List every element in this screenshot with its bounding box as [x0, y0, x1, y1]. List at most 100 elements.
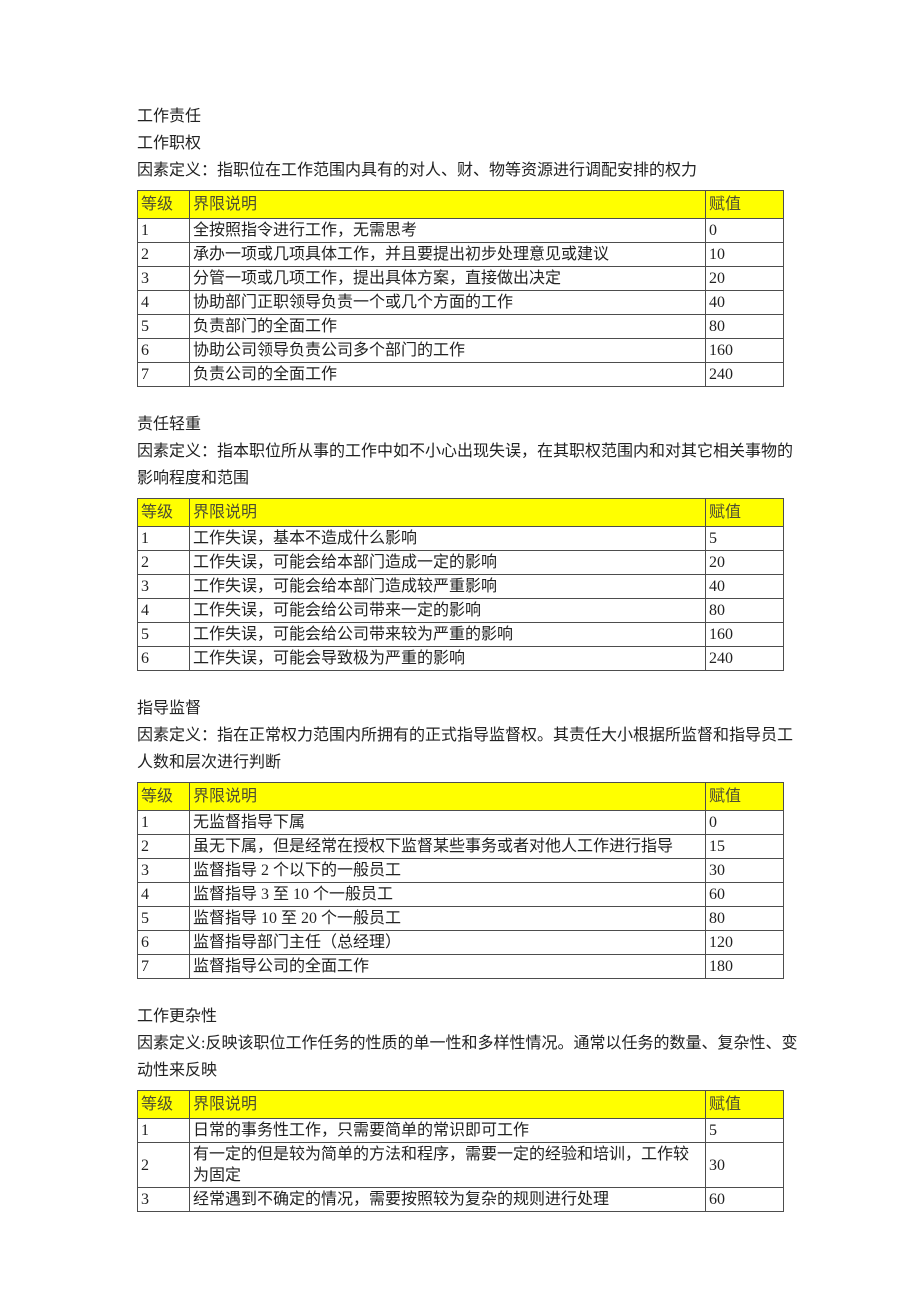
value-cell: 0 [705, 810, 784, 835]
description-cell: 全按照指令进行工作，无需思考 [189, 218, 706, 243]
table-row: 4 监督指导 3 至 10 个一般员工 60 [137, 882, 784, 907]
table-row: 2 虽无下属，但是经常在授权下监督某些事务或者对他人工作进行指导 15 [137, 834, 784, 859]
table-row: 3 分管一项或几项工作，提出具体方案，直接做出决定 20 [137, 266, 784, 291]
description-cell: 工作失误，可能会给公司带来一定的影响 [189, 598, 706, 623]
description-cell: 监督指导 10 至 20 个一般员工 [189, 906, 706, 931]
level-cell: 2 [137, 242, 190, 267]
table-row: 4 工作失误，可能会给公司带来一定的影响 80 [137, 598, 784, 623]
factor-definition-line: 影响程度和范围 [137, 470, 250, 487]
level-cell: 1 [137, 810, 190, 835]
level-cell: 2 [137, 1142, 190, 1188]
table-row: 1 日常的事务性工作，只需要简单的常识即可工作 5 [137, 1118, 784, 1143]
header-cell-description: 界限说明 [189, 782, 706, 811]
header-cell-description: 界限说明 [189, 498, 706, 527]
description-cell: 协助公司领导负责公司多个部门的工作 [189, 338, 706, 363]
description-cell: 负责公司的全面工作 [189, 362, 706, 387]
description-cell: 负责部门的全面工作 [189, 314, 706, 339]
factor-definition-line: 因素定义：指职位在工作范围内具有的对人、财、物等资源进行调配安排的权力 [137, 162, 698, 179]
section-heading: 工作职权 [137, 135, 202, 152]
value-cell: 240 [705, 362, 784, 387]
value-cell: 120 [705, 930, 784, 955]
level-cell: 6 [137, 338, 190, 363]
table-row: 1 工作失误，基本不造成什么影响 5 [137, 526, 784, 551]
table-row: 5 监督指导 10 至 20 个一般员工 80 [137, 906, 784, 931]
value-cell: 240 [705, 646, 784, 671]
table-row: 6 监督指导部门主任（总经理） 120 [137, 930, 784, 955]
table-row: 3 监督指导 2 个以下的一般员工 30 [137, 858, 784, 883]
section-heading: 工作更杂性 [137, 1008, 218, 1025]
table-row: 6 协助公司领导负责公司多个部门的工作 160 [137, 338, 784, 363]
description-cell: 协助部门正职领导负责一个或几个方面的工作 [189, 290, 706, 315]
section-heading: 指导监督 [137, 700, 202, 717]
description-cell: 无监督指导下属 [189, 810, 706, 835]
table-row: 5 负责部门的全面工作 80 [137, 314, 784, 339]
value-cell: 15 [705, 834, 784, 859]
level-cell: 1 [137, 1118, 190, 1143]
level-cell: 6 [137, 930, 190, 955]
level-cell: 2 [137, 550, 190, 575]
level-cell: 6 [137, 646, 190, 671]
description-cell: 工作失误，基本不造成什么影响 [189, 526, 706, 551]
level-cell: 2 [137, 834, 190, 859]
table-row: 1 全按照指令进行工作，无需思考 0 [137, 218, 784, 243]
level-cell: 3 [137, 574, 190, 599]
description-cell: 日常的事务性工作，只需要简单的常识即可工作 [189, 1118, 706, 1143]
header-cell-level: 等级 [137, 498, 190, 527]
description-cell: 经常遇到不确定的情况，需要按照较为复杂的规则进行处理 [189, 1187, 706, 1212]
factor-definition-line: 因素定义:反映该职位工作任务的性质的单一性和多样性情况。通常以任务的数量、复杂性… [137, 1035, 798, 1052]
document-content: 工作责任工作职权因素定义：指职位在工作范围内具有的对人、财、物等资源进行调配安排… [137, 103, 798, 1212]
factor-definition-line: 因素定义：指本职位所从事的工作中如不小心出现失误，在其职权范围内和对其它相关事物… [137, 443, 794, 460]
factor-table: 等级 界限说明 赋值 1 全按照指令进行工作，无需思考 0 2 承办一项或几项具体工作，并且要… [137, 190, 784, 387]
factor-definition-line: 因素定义：指在正常权力范围内所拥有的正式指导监督权。其责任大小根据所监督和指导员… [137, 727, 794, 744]
level-cell: 3 [137, 266, 190, 291]
section-heading: 责任轻重 [137, 416, 202, 433]
value-cell: 60 [705, 1187, 784, 1212]
description-cell: 有一定的但是较为简单的方法和程序，需要一定的经验和培训，工作较为固定 [189, 1142, 706, 1188]
description-cell: 工作失误，可能会导致极为严重的影响 [189, 646, 706, 671]
description-cell: 分管一项或几项工作，提出具体方案，直接做出决定 [189, 266, 706, 291]
table-row: 2 承办一项或几项具体工作，并且要提出初步处理意见或建议 10 [137, 242, 784, 267]
value-cell: 40 [705, 574, 784, 599]
level-cell: 5 [137, 622, 190, 647]
header-cell-level: 等级 [137, 1090, 190, 1119]
table-row: 3 工作失误，可能会给本部门造成较严重影响 40 [137, 574, 784, 599]
description-cell: 工作失误，可能会给本部门造成一定的影响 [189, 550, 706, 575]
header-cell-description: 界限说明 [189, 190, 706, 219]
description-cell: 监督指导 2 个以下的一般员工 [189, 858, 706, 883]
level-cell: 5 [137, 906, 190, 931]
table-row: 2 工作失误，可能会给本部门造成一定的影响 20 [137, 550, 784, 575]
header-cell-level: 等级 [137, 190, 190, 219]
factor-section: 指导监督因素定义：指在正常权力范围内所拥有的正式指导监督权。其责任大小根据所监督… [137, 695, 794, 979]
header-cell-description: 界限说明 [189, 1090, 706, 1119]
level-cell: 3 [137, 1187, 190, 1212]
level-cell: 5 [137, 314, 190, 339]
value-cell: 0 [705, 218, 784, 243]
description-cell: 工作失误，可能会给本部门造成较严重影响 [189, 574, 706, 599]
factor-definition-line: 人数和层次进行判断 [137, 754, 282, 771]
factor-table: 等级 界限说明 赋值 1 无监督指导下属 0 2 虽无下属，但是经常在授权下监督某些事务或者对… [137, 782, 784, 979]
level-cell: 4 [137, 598, 190, 623]
table-row: 3 经常遇到不确定的情况，需要按照较为复杂的规则进行处理 60 [137, 1187, 784, 1212]
level-cell: 3 [137, 858, 190, 883]
header-cell-level: 等级 [137, 782, 190, 811]
section-heading: 工作责任 [137, 108, 202, 125]
description-cell: 承办一项或几项具体工作，并且要提出初步处理意见或建议 [189, 242, 706, 267]
value-cell: 5 [705, 1118, 784, 1143]
value-cell: 20 [705, 550, 784, 575]
level-cell: 1 [137, 218, 190, 243]
factor-table: 等级 界限说明 赋值 1 日常的事务性工作，只需要简单的常识即可工作 5 2 有一定的但是较为… [137, 1090, 784, 1212]
value-cell: 80 [705, 906, 784, 931]
value-cell: 20 [705, 266, 784, 291]
value-cell: 80 [705, 598, 784, 623]
table-header-row: 等级 界限说明 赋值 [137, 1090, 784, 1119]
table-row: 4 协助部门正职领导负责一个或几个方面的工作 40 [137, 290, 784, 315]
table-row: 1 无监督指导下属 0 [137, 810, 784, 835]
table-row: 6 工作失误，可能会导致极为严重的影响 240 [137, 646, 784, 671]
factor-section: 工作更杂性因素定义:反映该职位工作任务的性质的单一性和多样性情况。通常以任务的数… [137, 1003, 798, 1212]
table-header-row: 等级 界限说明 赋值 [137, 782, 784, 811]
table-row: 5 工作失误，可能会给公司带来较为严重的影响 160 [137, 622, 784, 647]
value-cell: 80 [705, 314, 784, 339]
value-cell: 30 [705, 858, 784, 883]
level-cell: 1 [137, 526, 190, 551]
